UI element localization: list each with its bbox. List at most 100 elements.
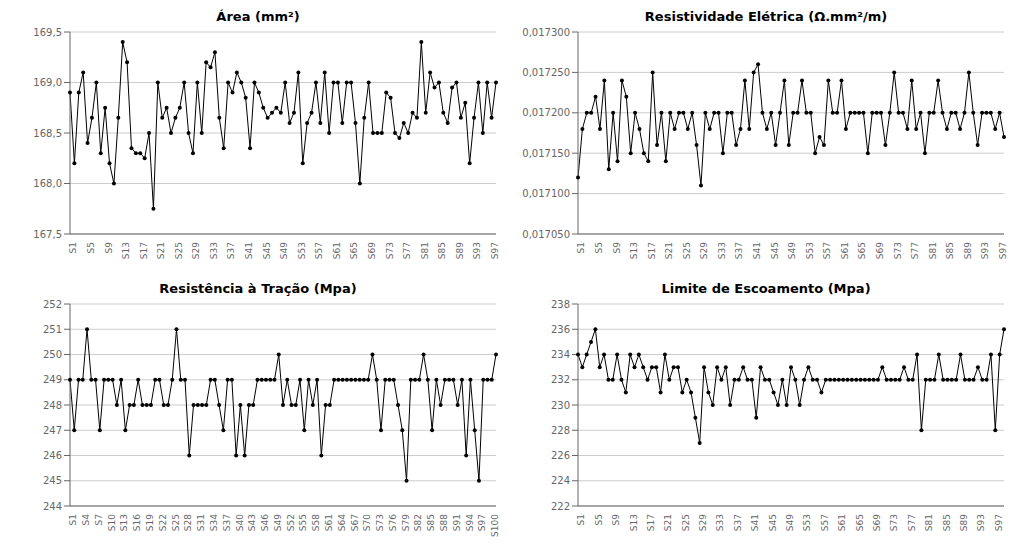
svg-text:S61: S61: [840, 242, 850, 259]
svg-text:S61: S61: [332, 242, 342, 259]
svg-text:0,017200: 0,017200: [522, 107, 570, 118]
svg-text:S37: S37: [733, 514, 743, 531]
svg-text:S40: S40: [235, 514, 245, 531]
svg-text:S93: S93: [976, 514, 986, 531]
svg-text:247: 247: [43, 425, 62, 436]
svg-text:S33: S33: [715, 514, 725, 531]
svg-text:S25: S25: [681, 514, 691, 531]
svg-text:S85: S85: [426, 514, 436, 531]
svg-text:S9: S9: [104, 242, 114, 254]
svg-text:S4: S4: [81, 514, 91, 526]
svg-text:S97: S97: [994, 514, 1004, 531]
svg-text:S61: S61: [324, 514, 334, 531]
svg-text:S21: S21: [156, 242, 166, 259]
svg-text:S67: S67: [350, 514, 360, 531]
svg-text:249: 249: [43, 374, 62, 385]
svg-text:0,017100: 0,017100: [522, 188, 570, 199]
svg-text:S17: S17: [647, 242, 657, 259]
svg-text:S7: S7: [94, 514, 104, 525]
svg-text:232: 232: [551, 374, 570, 385]
svg-text:S29: S29: [191, 242, 201, 259]
svg-text:S41: S41: [752, 242, 762, 259]
svg-text:S55: S55: [298, 514, 308, 531]
svg-text:230: 230: [551, 400, 570, 411]
svg-text:S22: S22: [158, 514, 168, 531]
svg-text:251: 251: [43, 324, 62, 335]
svg-text:S29: S29: [698, 514, 708, 531]
svg-text:S5: S5: [594, 514, 604, 525]
svg-text:S43: S43: [247, 514, 257, 531]
svg-text:S9: S9: [611, 514, 621, 526]
svg-text:S49: S49: [273, 514, 283, 531]
svg-text:S33: S33: [717, 242, 727, 259]
svg-text:S73: S73: [893, 242, 903, 259]
svg-text:0,017150: 0,017150: [522, 148, 570, 159]
svg-text:S79: S79: [401, 514, 411, 531]
svg-text:250: 250: [43, 349, 62, 360]
svg-text:S13: S13: [120, 514, 130, 531]
svg-text:S17: S17: [646, 514, 656, 531]
svg-text:S100: S100: [490, 514, 500, 537]
svg-text:244: 244: [43, 501, 62, 512]
svg-text:S33: S33: [209, 242, 219, 259]
svg-text:S89: S89: [455, 242, 465, 259]
svg-text:0,017050: 0,017050: [522, 229, 570, 240]
svg-text:S57: S57: [822, 242, 832, 259]
svg-text:S89: S89: [963, 242, 973, 259]
svg-text:S16: S16: [132, 514, 142, 531]
svg-text:0,017250: 0,017250: [522, 67, 570, 78]
svg-text:S19: S19: [145, 514, 155, 531]
svg-text:168,5: 168,5: [33, 128, 62, 139]
svg-text:S41: S41: [244, 242, 254, 259]
svg-text:S13: S13: [121, 242, 131, 259]
svg-text:S53: S53: [802, 514, 812, 531]
svg-text:S81: S81: [928, 242, 938, 259]
svg-text:S25: S25: [682, 242, 692, 259]
svg-text:S1: S1: [68, 242, 78, 253]
svg-text:S70: S70: [362, 514, 372, 531]
svg-text:S13: S13: [629, 514, 639, 531]
svg-text:S1: S1: [576, 514, 586, 525]
svg-text:S1: S1: [68, 514, 78, 525]
svg-text:S37: S37: [222, 514, 232, 531]
svg-text:S57: S57: [314, 242, 324, 259]
svg-text:S49: S49: [279, 242, 289, 259]
svg-text:S85: S85: [437, 242, 447, 259]
svg-text:S77: S77: [402, 242, 412, 259]
svg-text:169,5: 169,5: [33, 27, 62, 38]
svg-text:S77: S77: [910, 242, 920, 259]
svg-text:S85: S85: [945, 242, 955, 259]
svg-text:S29: S29: [699, 242, 709, 259]
svg-text:S34: S34: [209, 514, 219, 531]
svg-text:S65: S65: [349, 242, 359, 259]
svg-text:S64: S64: [337, 514, 347, 531]
svg-text:S10: S10: [107, 514, 117, 531]
svg-text:S81: S81: [420, 242, 430, 259]
svg-text:169,0: 169,0: [33, 77, 62, 88]
svg-text:252: 252: [43, 299, 62, 310]
svg-text:S17: S17: [139, 242, 149, 259]
svg-text:S61: S61: [837, 514, 847, 531]
svg-text:S49: S49: [787, 242, 797, 259]
svg-text:245: 245: [43, 475, 62, 486]
svg-text:S69: S69: [367, 242, 377, 259]
svg-text:S73: S73: [889, 514, 899, 531]
svg-text:S88: S88: [439, 514, 449, 531]
svg-text:228: 228: [551, 425, 570, 436]
svg-text:S21: S21: [663, 514, 673, 531]
svg-text:S5: S5: [86, 242, 96, 253]
svg-text:S28: S28: [183, 514, 193, 531]
svg-text:S31: S31: [196, 514, 206, 531]
svg-text:234: 234: [551, 349, 570, 360]
svg-text:S45: S45: [262, 242, 272, 259]
svg-text:S76: S76: [388, 514, 398, 531]
svg-text:224: 224: [551, 475, 570, 486]
svg-text:S53: S53: [805, 242, 815, 259]
svg-text:S57: S57: [820, 514, 830, 531]
svg-text:S37: S37: [734, 242, 744, 259]
svg-text:238: 238: [551, 299, 570, 310]
svg-text:S94: S94: [465, 514, 475, 531]
svg-text:S73: S73: [385, 242, 395, 259]
svg-text:0,017300: 0,017300: [522, 27, 570, 38]
svg-text:S21: S21: [664, 242, 674, 259]
